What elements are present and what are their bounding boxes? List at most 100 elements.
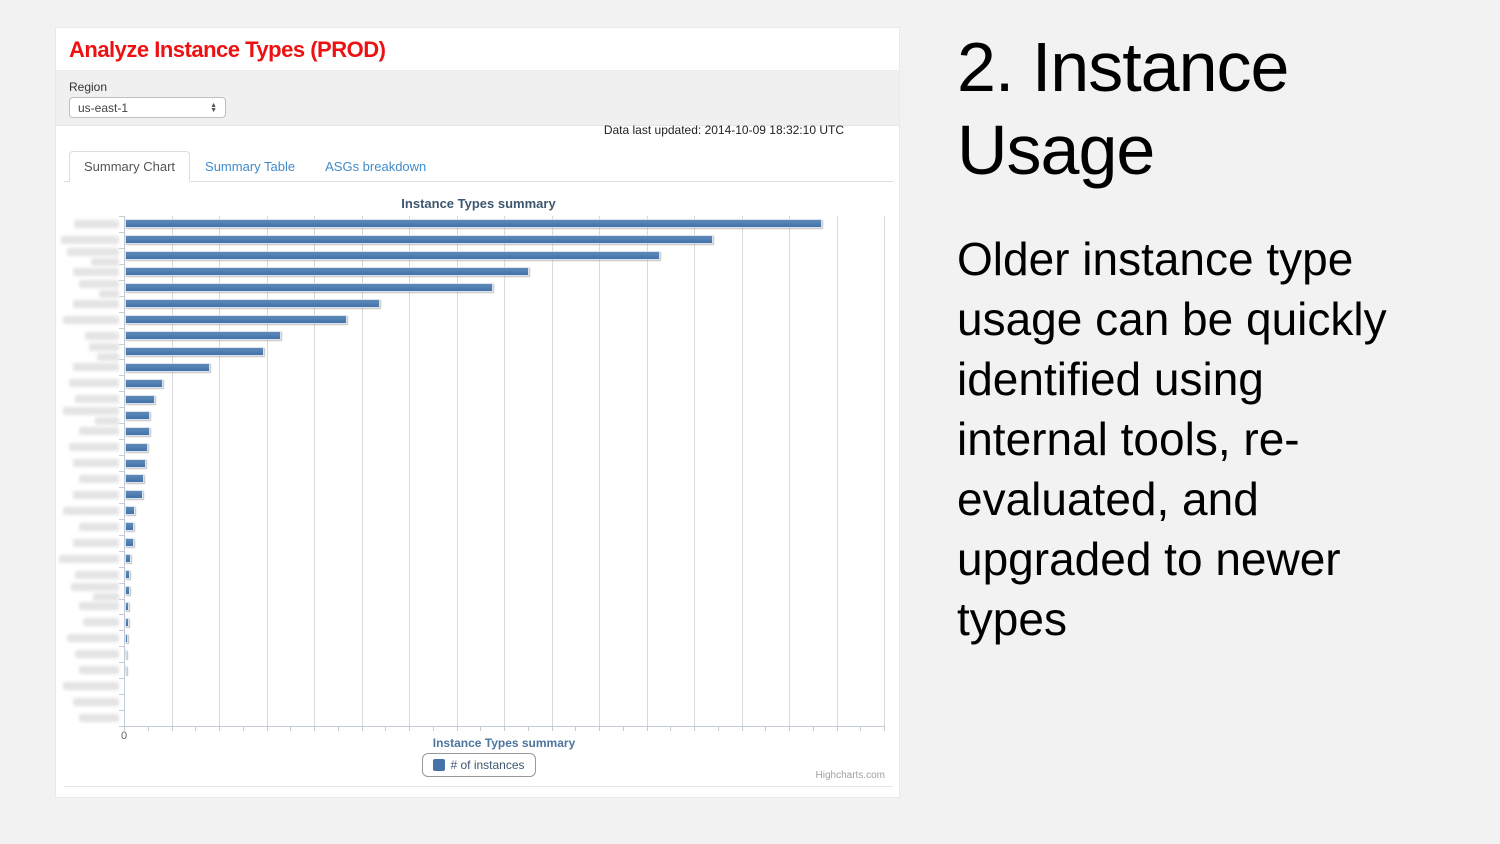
bar-series-instances[interactable] bbox=[125, 299, 380, 309]
row-label-redacted bbox=[79, 602, 119, 611]
region-select-value: us-east-1 bbox=[78, 100, 129, 115]
row-label-redacted bbox=[73, 459, 119, 468]
x-axis-tick bbox=[836, 727, 838, 731]
x-axis-tick bbox=[337, 727, 339, 731]
bar-series-instances[interactable] bbox=[125, 665, 127, 675]
bar-series-instances[interactable] bbox=[125, 315, 347, 325]
paragraph-line: internal tools, re- bbox=[957, 413, 1300, 465]
y-axis-tick bbox=[119, 311, 124, 313]
y-axis-tick bbox=[119, 630, 124, 632]
y-axis-tick bbox=[119, 694, 124, 696]
bar-series-instances[interactable] bbox=[125, 410, 150, 420]
x-axis-tick bbox=[789, 727, 790, 731]
x-axis-line bbox=[124, 726, 885, 727]
y-axis-tick bbox=[119, 263, 124, 265]
row-label-redacted bbox=[69, 379, 119, 388]
tab-summary-table[interactable]: Summary Table bbox=[205, 159, 296, 174]
x-axis-tick bbox=[884, 727, 885, 731]
row-label-redacted bbox=[63, 682, 119, 691]
y-axis-tick bbox=[119, 726, 124, 727]
y-axis-tick bbox=[119, 582, 124, 584]
bar-series-instances[interactable] bbox=[125, 442, 148, 452]
row-label-redacted bbox=[79, 279, 119, 288]
row-label-redacted bbox=[63, 506, 119, 515]
bar-series-instances[interactable] bbox=[125, 331, 281, 341]
bar-series-instances[interactable] bbox=[125, 506, 135, 516]
bar-series-instances[interactable] bbox=[125, 474, 144, 484]
gridline bbox=[409, 216, 410, 726]
bar-series-instances[interactable] bbox=[125, 617, 129, 627]
x-axis-zero-tick-label: 0 bbox=[120, 730, 128, 742]
row-label-redacted bbox=[75, 570, 119, 579]
row-label-redacted-line2 bbox=[95, 417, 119, 426]
slide-heading-line-2: Usage bbox=[957, 111, 1155, 189]
y-axis-tick bbox=[119, 614, 124, 616]
x-axis-tick bbox=[266, 727, 268, 731]
x-axis-title: Instance Types summary bbox=[432, 736, 576, 750]
bar-series-instances[interactable] bbox=[125, 283, 493, 293]
tab-summary-chart[interactable]: Summary Chart bbox=[69, 151, 191, 182]
y-axis-tick bbox=[119, 646, 124, 648]
x-axis-tick bbox=[124, 727, 125, 731]
y-axis-tick bbox=[119, 295, 124, 297]
legend-item[interactable]: # of instances bbox=[421, 753, 536, 777]
gridline bbox=[551, 216, 553, 726]
y-axis-tick bbox=[119, 359, 124, 361]
y-axis-tick bbox=[119, 518, 124, 520]
row-label-redacted bbox=[73, 698, 119, 707]
y-axis-tick bbox=[119, 550, 124, 552]
y-axis-tick bbox=[119, 327, 124, 329]
bar-series-instances[interactable] bbox=[125, 601, 129, 611]
row-label-redacted bbox=[67, 634, 119, 643]
bar-series-instances[interactable] bbox=[125, 235, 713, 245]
bar-series-instances[interactable] bbox=[125, 426, 150, 436]
bar-series-instances[interactable] bbox=[125, 538, 134, 548]
region-select[interactable]: us-east-1 ▲ ▼ bbox=[69, 97, 226, 118]
highcharts-credits-link[interactable]: Highcharts.com bbox=[815, 770, 885, 781]
y-axis-tick bbox=[119, 502, 124, 504]
bar-series-instances[interactable] bbox=[125, 570, 130, 580]
bar-series-instances[interactable] bbox=[125, 219, 822, 229]
x-axis-tick bbox=[694, 727, 695, 731]
y-axis-tick bbox=[119, 678, 124, 680]
bar-series-instances[interactable] bbox=[125, 554, 131, 564]
paragraph-line: types bbox=[957, 593, 1067, 645]
dashboard-screenshot-card: Analyze Instance Types (PROD) Region us-… bbox=[55, 27, 900, 798]
title-bar: Analyze Instance Types (PROD) bbox=[56, 28, 899, 71]
x-axis-tick bbox=[314, 727, 315, 731]
x-axis-tick bbox=[765, 727, 767, 731]
bar-series-instances[interactable] bbox=[125, 267, 529, 277]
x-axis-tick bbox=[361, 727, 363, 731]
gridline bbox=[741, 216, 743, 726]
y-axis-tick bbox=[119, 662, 124, 664]
bar-series-instances[interactable] bbox=[125, 362, 210, 372]
tab-asgs-breakdown[interactable]: ASGs breakdown bbox=[325, 159, 427, 174]
bar-series-instances[interactable] bbox=[125, 633, 128, 643]
bar-series-instances[interactable] bbox=[125, 378, 163, 388]
row-label-redacted bbox=[61, 235, 119, 244]
last-updated-text: Data last updated: 2014-10-09 18:32:10 U… bbox=[603, 123, 844, 137]
bar-series-instances[interactable] bbox=[125, 251, 660, 261]
bar-series-instances[interactable] bbox=[125, 522, 134, 532]
bar-series-instances[interactable] bbox=[125, 490, 143, 500]
bar-series-instances[interactable] bbox=[125, 586, 130, 596]
y-axis-tick bbox=[119, 279, 124, 281]
x-axis-tick bbox=[409, 727, 410, 731]
panel-bottom-divider bbox=[64, 786, 893, 787]
bar-series-instances[interactable] bbox=[125, 394, 155, 404]
gridline bbox=[361, 216, 363, 726]
slide-heading-line-1: 2. Instance bbox=[957, 28, 1289, 106]
bar-series-instances[interactable] bbox=[125, 346, 264, 356]
x-axis-tick bbox=[670, 727, 672, 731]
paragraph-line: evaluated, and bbox=[957, 473, 1259, 525]
x-axis-tick bbox=[812, 727, 814, 731]
x-axis-tick bbox=[290, 727, 292, 731]
x-axis-tick bbox=[219, 727, 220, 731]
gridline bbox=[694, 216, 695, 726]
y-axis-tick bbox=[119, 407, 124, 409]
row-label-redacted bbox=[79, 522, 119, 531]
gridline bbox=[646, 216, 648, 726]
bar-series-instances[interactable] bbox=[125, 649, 127, 659]
bar-series-instances[interactable] bbox=[125, 458, 146, 468]
page-title: Analyze Instance Types (PROD) bbox=[69, 37, 386, 62]
